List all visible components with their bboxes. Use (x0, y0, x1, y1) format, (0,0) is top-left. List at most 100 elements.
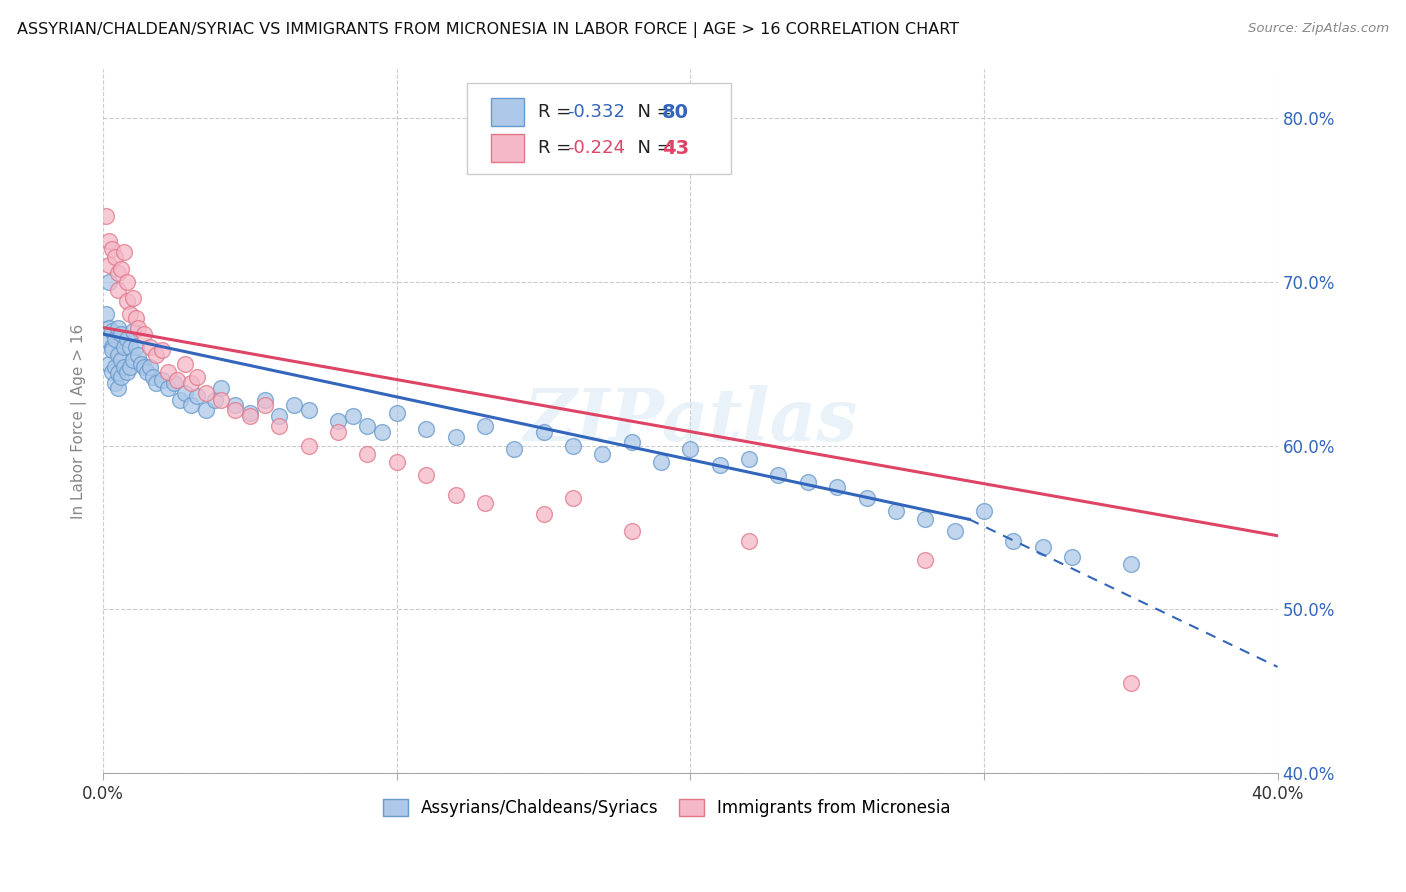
Point (855, 491, 877, 505)
Point (94, 209, 117, 223)
Point (145, 376, 167, 391)
Point (533, 508, 555, 522)
Point (326, 414, 349, 428)
Text: ASSYRIAN/CHALDEAN/SYRIAC VS IMMIGRANTS FROM MICRONESIA IN LABOR FORCE | AGE > 16: ASSYRIAN/CHALDEAN/SYRIAC VS IMMIGRANTS F… (17, 22, 959, 38)
Point (503, 442, 526, 456)
Point (104, 332, 127, 346)
Point (94, 307, 117, 321)
Point (1119, 676, 1142, 690)
Point (1032, 540, 1054, 554)
Point (169, 392, 191, 407)
Point (124, 340, 146, 354)
Point (112, 245, 135, 260)
Text: 43: 43 (662, 138, 689, 158)
Point (98, 320, 121, 334)
Point (115, 275, 138, 289)
Point (121, 324, 143, 338)
Text: R =: R = (537, 139, 576, 157)
Point (118, 307, 141, 321)
Legend: Assyrians/Chaldeans/Syriacs, Immigrants from Micronesia: Assyrians/Chaldeans/Syriacs, Immigrants … (374, 790, 959, 825)
Point (561, 491, 583, 505)
Point (269, 418, 291, 433)
Text: 80: 80 (662, 103, 689, 121)
Point (127, 348, 149, 362)
Point (194, 386, 217, 401)
Point (679, 442, 702, 456)
Point (139, 340, 162, 354)
Point (98, 275, 121, 289)
Point (101, 365, 124, 379)
Point (118, 340, 141, 354)
Point (104, 359, 127, 374)
Text: -0.224: -0.224 (567, 139, 626, 157)
Point (973, 504, 995, 518)
Point (112, 359, 135, 374)
Point (150, 343, 173, 358)
Point (224, 402, 246, 417)
Point (98, 258, 121, 272)
Point (110, 261, 132, 276)
Point (709, 458, 731, 473)
Text: ZIPatlas: ZIPatlas (523, 385, 858, 457)
Point (943, 524, 966, 538)
Point (738, 451, 761, 466)
Point (115, 294, 138, 309)
Point (107, 283, 129, 297)
Point (186, 369, 208, 384)
Point (101, 343, 124, 358)
FancyBboxPatch shape (491, 98, 523, 127)
Point (180, 398, 202, 412)
Point (124, 310, 146, 325)
Point (342, 409, 364, 423)
Point (1119, 557, 1142, 571)
Point (474, 496, 496, 510)
Point (142, 369, 165, 384)
Y-axis label: In Labor Force | Age > 16: In Labor Force | Age > 16 (72, 324, 87, 518)
Point (139, 359, 162, 374)
Point (174, 386, 197, 401)
Point (98, 357, 121, 371)
Point (253, 392, 276, 407)
Point (620, 524, 643, 538)
Point (145, 348, 167, 362)
Point (356, 447, 378, 461)
Point (914, 512, 936, 526)
Point (163, 376, 186, 391)
Point (239, 406, 262, 420)
Point (884, 504, 907, 518)
Point (356, 418, 378, 433)
Point (156, 381, 179, 395)
Point (371, 425, 394, 440)
Point (115, 365, 138, 379)
Point (1002, 533, 1025, 548)
Point (174, 357, 197, 371)
Point (797, 475, 820, 489)
Point (444, 488, 467, 502)
Point (620, 435, 643, 450)
Point (415, 468, 437, 483)
Point (768, 468, 790, 483)
Point (825, 479, 848, 493)
Point (180, 376, 202, 391)
Point (561, 439, 583, 453)
Point (94, 332, 117, 346)
Point (101, 340, 124, 354)
Point (269, 409, 291, 423)
Point (112, 340, 135, 354)
Point (474, 418, 496, 433)
Point (110, 327, 132, 342)
Text: N =: N = (626, 139, 678, 157)
Point (298, 402, 321, 417)
Point (107, 348, 129, 362)
Text: Source: ZipAtlas.com: Source: ZipAtlas.com (1249, 22, 1389, 36)
Point (194, 402, 217, 417)
Point (166, 373, 188, 387)
Point (204, 392, 226, 407)
Point (127, 320, 149, 334)
Point (110, 353, 132, 368)
Point (533, 425, 555, 440)
Point (150, 373, 173, 387)
Point (115, 332, 138, 346)
Text: -0.332: -0.332 (567, 103, 626, 121)
Point (134, 359, 156, 374)
